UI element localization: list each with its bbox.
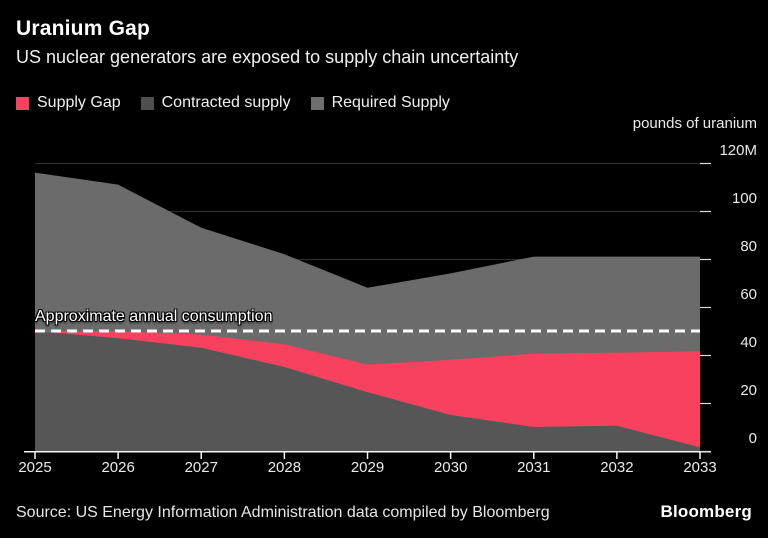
x-axis-year-label-2026: 2026: [101, 459, 135, 476]
legend-swatch: [16, 96, 29, 110]
y-axis-tick-label-0: 0: [748, 430, 757, 447]
legend-item-contracted-supply: Contracted supply: [140, 94, 291, 112]
y-axis-tick-label-80: 80: [740, 238, 757, 255]
bloomberg-logo: Bloomberg: [660, 502, 752, 521]
legend-label: Required Supply: [331, 94, 450, 111]
legend-swatch: [310, 96, 324, 110]
chart-header: Uranium Gap US nuclear generators are ex…: [16, 16, 752, 69]
y-axis-tick-label-120: 120M: [719, 142, 757, 159]
legend-label: Contracted supply: [161, 94, 291, 111]
y-axis-unit-label: pounds of uranium: [632, 115, 757, 132]
x-axis-year-label-2030: 2030: [433, 459, 468, 476]
contracted-supply-area: [35, 331, 700, 451]
source-note: Source: US Energy Information Administra…: [16, 504, 550, 521]
chart-title: Uranium Gap: [16, 17, 151, 40]
x-axis-year-label-2033: 2033: [683, 459, 717, 476]
y-axis-tick-label-40: 40: [740, 334, 757, 351]
legend-item-supply-gap: Supply Gap: [16, 94, 121, 112]
legend-swatch: [140, 96, 154, 110]
x-axis-year-label-2032: 2032: [600, 459, 634, 476]
legend-item-required-supply: Required Supply: [310, 94, 450, 112]
legend: Supply Gap Contracted supply Required Supp…: [16, 94, 450, 112]
x-axis-year-label-2031: 2031: [517, 459, 551, 476]
y-axis-tick-label-60: 60: [740, 286, 757, 303]
chart-subtitle: US nuclear generators are exposed to sup…: [16, 47, 519, 67]
consumption-annotation: Approximate annual consumption: [35, 308, 273, 325]
y-axis-tick-label-100: 100: [731, 190, 757, 207]
legend-label: Supply Gap: [37, 94, 121, 111]
x-axis-year-label-2027: 2027: [184, 459, 218, 476]
x-axis-year-label-2028: 2028: [267, 459, 302, 476]
supply-gap-area: [35, 331, 700, 448]
x-axis-year-label-2025: 2025: [18, 459, 52, 476]
y-axis-tick-label-20: 20: [740, 382, 757, 399]
x-axis-year-label-2029: 2029: [350, 459, 385, 476]
